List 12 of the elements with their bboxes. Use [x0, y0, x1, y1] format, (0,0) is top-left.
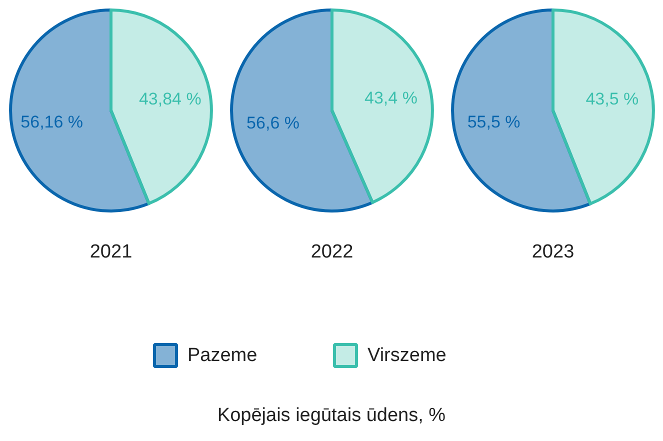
text: 2021	[90, 242, 132, 262]
text: 2022	[310, 242, 354, 262]
data-label: 56,6 %	[246, 113, 300, 132]
legend-label: Pazeme	[188, 345, 258, 366]
data-label: 43,5 %	[586, 90, 639, 109]
data-label: 56,16 %	[20, 112, 84, 132]
legend-label: Virszeme	[368, 345, 446, 366]
text: 2023	[532, 242, 574, 262]
text: Kopējais iegūtais ūdens, %	[217, 405, 446, 426]
data-label: 43,84 %	[138, 89, 202, 108]
data-label: 43,4 %	[364, 88, 418, 108]
data-label: 55,5 %	[467, 112, 520, 132]
